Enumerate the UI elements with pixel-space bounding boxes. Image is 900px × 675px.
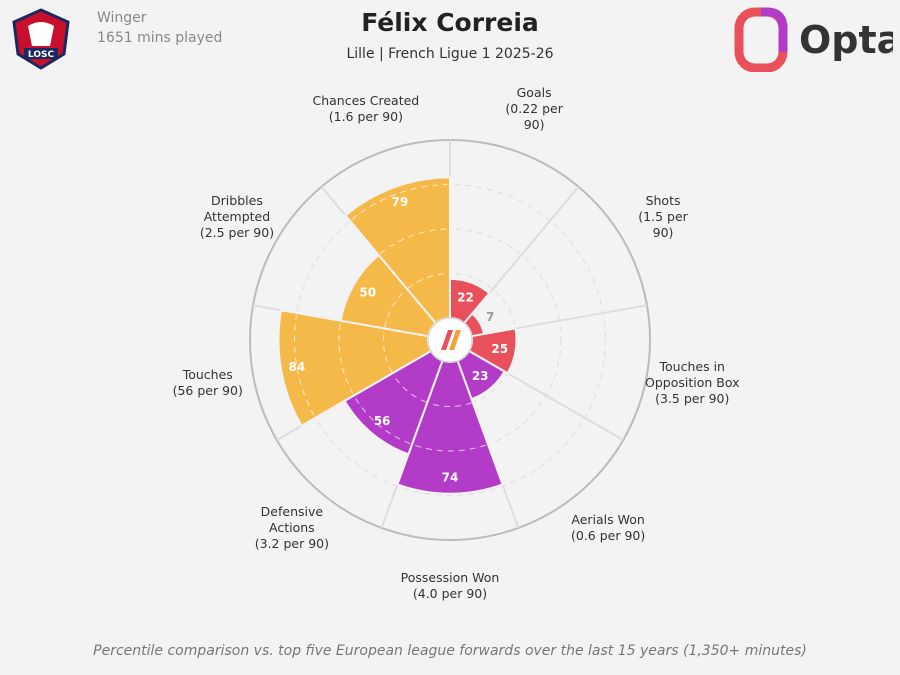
category-label: Touches (56 per 90) <box>168 367 248 399</box>
category-stat: (1.6 per 90) <box>328 108 403 124</box>
category-stat: (4.0 per 90) <box>412 586 488 601</box>
category-label: Shots (1.5 per 90) <box>628 193 698 241</box>
category-label: Possession Won (4.0 per 90) <box>390 570 510 602</box>
category-name: Touches <box>182 366 233 382</box>
ring-inside <box>392 373 427 403</box>
hub-icon <box>441 330 453 350</box>
category-stat: (1.5 per 90) <box>638 209 688 240</box>
value-label: 23 <box>472 369 489 383</box>
category-label: Goals (0.22 per 90) <box>499 85 569 133</box>
category-stat: (0.22 per 90) <box>505 100 563 132</box>
value-label: 22 <box>457 291 474 305</box>
category-label: Chances Created (1.6 per 90) <box>306 93 426 125</box>
category-label: Aerials Won (0.6 per 90) <box>563 512 653 544</box>
brand-text: Opta <box>799 18 893 62</box>
category-name: Possession Won <box>400 570 500 585</box>
ring-inside <box>354 396 411 445</box>
category-name: Chances Created <box>312 92 420 108</box>
ring-inside <box>384 289 407 328</box>
ring-inside <box>383 329 393 373</box>
category-name: Aerials Won <box>571 512 645 528</box>
value-label: 25 <box>491 342 508 356</box>
value-label: 74 <box>442 471 459 485</box>
value-label: 7 <box>486 310 494 324</box>
value-label: 79 <box>392 195 409 209</box>
value-label: 56 <box>374 414 391 428</box>
category-stat: (3.5 per 90) <box>655 390 730 406</box>
ring-inside <box>294 315 315 416</box>
chart-title: Félix Correia <box>361 8 539 37</box>
position: Winger <box>97 10 147 26</box>
badge-text: LOSC <box>28 50 55 60</box>
category-stat: (2.5 per 90) <box>199 225 275 240</box>
chart-subtitle: Lille | French Ligue 1 2025-26 <box>346 46 554 62</box>
minutes: 1651 mins played <box>97 30 223 46</box>
hub <box>427 317 473 363</box>
category-name: Touches in Opposition Box <box>645 358 740 390</box>
category-label: Defensive Actions (3.2 per 90) <box>252 504 332 552</box>
category-stat: (3.2 per 90) <box>254 536 329 552</box>
footnote: Percentile comparison vs. top five Europ… <box>93 643 807 659</box>
ring-inside <box>407 273 449 289</box>
ring-inside <box>379 228 449 255</box>
category-name: Shots <box>645 193 681 208</box>
hub-icon <box>449 330 461 350</box>
category-stat: (0.6 per 90) <box>571 528 646 544</box>
category-label: Touches in Opposition Box (3.5 per 90) <box>637 359 747 407</box>
category-name: Defensive Actions <box>260 504 324 536</box>
ring-inside <box>428 402 472 407</box>
value-label: 84 <box>288 360 305 374</box>
brand-logo: Opta <box>734 7 893 72</box>
category-name: Goals <box>516 84 552 100</box>
category-name: Dribbles Attempted <box>203 193 271 224</box>
club-badge: LOSC <box>12 8 70 70</box>
category-label: Dribbles Attempted (2.5 per 90) <box>197 193 277 241</box>
ring-inside <box>413 444 487 452</box>
category-stat: (56 per 90) <box>172 382 243 398</box>
ring-inside <box>351 184 448 220</box>
ring-inside <box>338 322 354 395</box>
value-label: 50 <box>359 286 376 300</box>
